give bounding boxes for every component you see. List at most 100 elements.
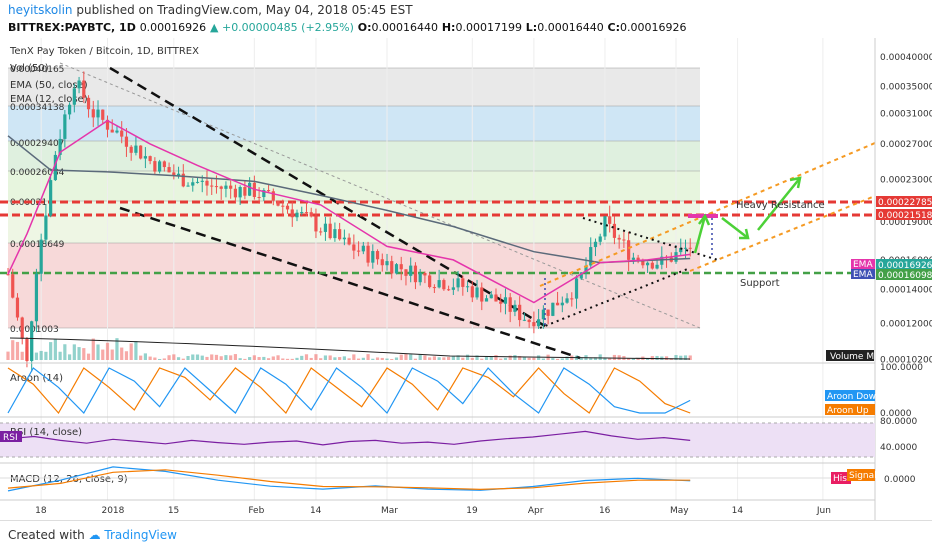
candle-body bbox=[243, 187, 247, 196]
candle-body bbox=[39, 239, 43, 274]
fib-label-2: 0.00034138 bbox=[10, 103, 65, 113]
x-tick-4: 14 bbox=[310, 506, 322, 516]
candle-body bbox=[579, 272, 583, 279]
volume-ma-line bbox=[9, 337, 691, 360]
footer-bar bbox=[0, 520, 932, 551]
volume-bar bbox=[551, 358, 555, 360]
volume-bar bbox=[20, 351, 24, 360]
volume-bar bbox=[664, 356, 669, 360]
volume-bar bbox=[295, 357, 299, 360]
candle-body bbox=[518, 304, 522, 321]
created-with: Created with ☁ TradingView bbox=[8, 528, 177, 542]
rsi-tag-label: RSI bbox=[3, 433, 18, 443]
volume-bar bbox=[134, 341, 138, 360]
ema12-line bbox=[7, 119, 691, 304]
candle-body bbox=[134, 145, 138, 153]
candle-body bbox=[281, 205, 285, 207]
candle-body bbox=[162, 161, 166, 168]
fib-zone-green1 bbox=[8, 141, 700, 171]
fib-zone-green2 bbox=[8, 171, 700, 201]
candle-body bbox=[489, 294, 493, 299]
fib-label-7: 0.0001003 bbox=[10, 325, 59, 335]
volume-bar bbox=[110, 349, 114, 360]
fib-lines bbox=[8, 67, 700, 329]
volume-bar bbox=[603, 357, 607, 360]
y-tick-4: 0.00023000 bbox=[880, 175, 932, 185]
volume-bar bbox=[101, 349, 105, 360]
volume-bar bbox=[489, 356, 493, 360]
volume-bar bbox=[352, 354, 356, 360]
candle-body bbox=[191, 182, 195, 186]
legend-ema50[interactable]: EMA (50, close) bbox=[10, 80, 88, 91]
candle-body bbox=[394, 264, 399, 274]
volume-bar bbox=[271, 356, 275, 360]
volume-bar bbox=[105, 342, 110, 360]
volume-bar bbox=[243, 358, 247, 360]
candle-body bbox=[532, 322, 536, 327]
candle-body bbox=[380, 259, 384, 266]
volume-bar bbox=[394, 357, 399, 360]
ema-price-value: 0.00016098 bbox=[878, 271, 932, 281]
volume-bar bbox=[252, 355, 256, 360]
volume-bar bbox=[77, 347, 81, 360]
candle-body bbox=[555, 302, 560, 306]
candle-body bbox=[238, 187, 242, 198]
chart-area[interactable]: 0.00040165 0.00034138 0.00029407 0.00026… bbox=[0, 38, 932, 520]
candle-body bbox=[404, 269, 408, 276]
candle-body bbox=[641, 260, 645, 266]
volume-bar bbox=[418, 354, 422, 360]
candle-body bbox=[248, 182, 252, 196]
volume-bar bbox=[456, 355, 460, 360]
author-link[interactable]: heyitskolin bbox=[8, 3, 73, 17]
volume-bar bbox=[124, 351, 129, 360]
volume-bar bbox=[181, 358, 185, 360]
candle-body bbox=[82, 80, 86, 98]
volume-bar bbox=[655, 355, 659, 360]
volume-bar bbox=[342, 356, 346, 360]
grey-trend-line bbox=[59, 62, 701, 329]
x-tick-3: Feb bbox=[248, 506, 264, 516]
fib-label-4: 0.00026084 bbox=[10, 168, 65, 178]
high-value: 0.00017199 bbox=[455, 21, 522, 34]
volume-bar bbox=[688, 355, 692, 360]
volume-bar bbox=[508, 355, 512, 360]
candle-body bbox=[584, 265, 588, 273]
resistance-low-tag bbox=[876, 209, 932, 220]
volume-bar bbox=[214, 354, 219, 360]
candle-body bbox=[617, 237, 621, 240]
volume-bar bbox=[120, 347, 124, 360]
volume-bar bbox=[375, 357, 380, 360]
candle-body bbox=[484, 298, 489, 302]
candle-body bbox=[551, 302, 555, 316]
candle-body bbox=[655, 264, 659, 269]
orange-channel-bottom bbox=[689, 195, 876, 272]
candle-body bbox=[6, 274, 10, 276]
candle-body bbox=[200, 180, 204, 182]
candle-body bbox=[342, 237, 346, 240]
candle-body bbox=[608, 216, 612, 224]
volume-bar bbox=[385, 358, 389, 360]
candle-body bbox=[437, 280, 441, 288]
candle-body bbox=[262, 190, 266, 198]
candle-body bbox=[110, 129, 114, 133]
x-tick-9: May bbox=[670, 506, 689, 516]
legend-ema12[interactable]: EMA (12, close) bbox=[10, 94, 88, 105]
volume-bar bbox=[304, 354, 309, 360]
volume-bar bbox=[428, 357, 432, 360]
volume-bar bbox=[172, 354, 176, 360]
volume-bar bbox=[518, 356, 522, 360]
volume-bar bbox=[229, 355, 233, 360]
candle-body bbox=[418, 273, 422, 283]
aroon-down-label: Aroon Down bbox=[827, 392, 882, 402]
y-tick-8: 0.00012000 bbox=[880, 320, 932, 330]
tradingview-link[interactable]: TradingView bbox=[104, 528, 177, 542]
rsi-tick-80: 80.0000 bbox=[880, 417, 917, 427]
volume-ma-label: Volume MA bbox=[830, 352, 881, 362]
candle-body bbox=[86, 97, 91, 110]
legend-vol[interactable]: Vol (50) bbox=[10, 63, 49, 74]
candle-body bbox=[513, 304, 517, 312]
candle-body bbox=[371, 251, 375, 263]
volume-bar bbox=[333, 357, 337, 360]
macd-line bbox=[7, 466, 691, 492]
volume-bar bbox=[58, 351, 62, 360]
